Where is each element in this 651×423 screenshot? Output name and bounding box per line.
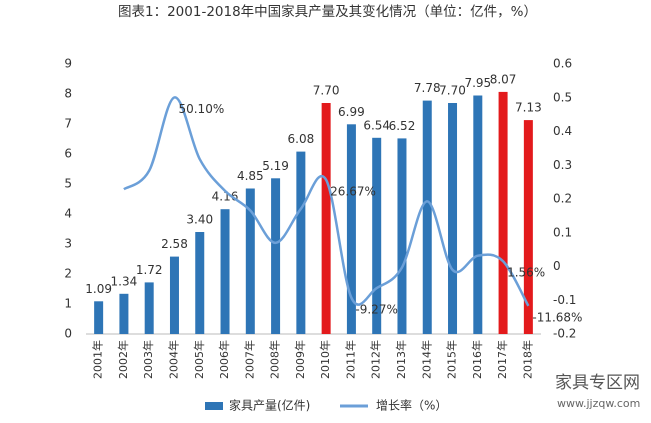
bar	[346, 124, 356, 334]
bar	[321, 103, 331, 334]
bar	[397, 138, 407, 334]
bar	[448, 103, 458, 334]
y2-tick-label: 0.1	[553, 225, 572, 239]
data-label: 1.56%	[507, 266, 545, 280]
x-tick-label: 2016年	[470, 340, 484, 379]
y2-tick-label: 0.3	[553, 158, 572, 172]
y-tick-label: 4	[64, 207, 72, 221]
x-tick-label: 2010年	[318, 340, 332, 379]
bar	[245, 188, 255, 334]
y-tick-label: 7	[64, 117, 72, 131]
bar	[422, 100, 432, 334]
x-tick-label: 2013年	[394, 340, 408, 379]
x-tick-label: 2001年	[91, 340, 105, 379]
data-label: 3.40	[186, 213, 213, 227]
data-label: 8.07	[490, 72, 517, 86]
data-label: 7.70	[313, 84, 340, 98]
data-label: 1.72	[136, 263, 163, 277]
x-tick-label: 2015年	[445, 340, 459, 379]
data-label: -11.68%	[532, 310, 582, 324]
x-tick-label: 2009年	[293, 340, 307, 379]
x-tick-label: 2018年	[520, 340, 534, 379]
y-tick-label: 3	[64, 237, 72, 251]
data-label: 5.19	[262, 159, 289, 173]
y2-tick-label: 0	[553, 259, 561, 273]
x-tick-label: 2003年	[141, 340, 155, 379]
data-label: 50.10%	[178, 102, 224, 116]
logo-text: 家具专区网	[555, 373, 640, 393]
y-tick-label: 8	[64, 87, 72, 101]
data-label: 7.70	[439, 84, 466, 98]
bar	[119, 293, 129, 334]
data-label: 7.78	[414, 81, 441, 95]
bar	[473, 95, 483, 334]
legend-label: 家具产量(亿件)	[229, 398, 310, 413]
y-tick-label: 5	[64, 177, 72, 191]
legend-label: 增长率（%）	[376, 398, 447, 413]
x-tick-label: 2008年	[268, 340, 282, 379]
data-label: 6.08	[288, 132, 315, 146]
data-label: 7.95	[464, 76, 491, 90]
y2-tick-label: -0.1	[553, 293, 576, 307]
x-tick-label: 2011年	[343, 340, 357, 379]
bar	[94, 301, 104, 334]
y-tick-label: 2	[64, 267, 72, 281]
data-label: 26.67%	[330, 184, 376, 198]
data-label: 6.52	[389, 119, 416, 133]
y2-tick-label: 0.5	[553, 90, 572, 104]
x-tick-label: 2017年	[495, 340, 509, 379]
data-label: 1.34	[111, 274, 138, 288]
x-tick-label: 2014年	[419, 340, 433, 379]
y2-tick-label: 0.2	[553, 192, 572, 206]
data-label: -9.27%	[355, 302, 397, 316]
x-tick-label: 2012年	[369, 340, 383, 379]
line	[123, 96, 530, 307]
bar	[296, 151, 306, 334]
y-tick-label: 0	[64, 327, 72, 341]
bar	[498, 91, 508, 335]
chart-title: 图表1：2001-2018年中国家具产量及其变化情况（单位：亿件，%）	[118, 4, 538, 20]
bar	[169, 256, 179, 334]
data-label: 4.16	[212, 190, 239, 204]
data-label: 7.13	[515, 101, 542, 115]
bar	[144, 282, 154, 334]
bar	[220, 209, 230, 334]
y2-tick-label: 0.4	[553, 124, 572, 138]
x-tick-label: 2004年	[166, 340, 180, 379]
x-tick-label: 2005年	[192, 340, 206, 379]
x-tick-label: 2002年	[116, 340, 130, 379]
logo-url: www.jjzqw.com	[557, 397, 640, 410]
bar	[372, 137, 382, 334]
bar	[195, 232, 205, 334]
x-tick-label: 2006年	[217, 340, 231, 379]
y2-tick-label: 0.6	[553, 57, 572, 71]
y2-tick-label: -0.2	[553, 327, 576, 341]
data-label: 1.09	[85, 282, 112, 296]
x-tick-label: 2007年	[242, 340, 256, 379]
data-label: 6.54	[363, 118, 390, 132]
y-tick-label: 6	[64, 147, 72, 161]
bar	[523, 120, 533, 334]
data-label: 6.99	[338, 105, 365, 119]
data-label: 4.85	[237, 169, 264, 183]
bar	[271, 178, 281, 334]
data-label: 2.58	[161, 237, 188, 251]
legend-swatch	[205, 402, 223, 410]
y-tick-label: 1	[64, 297, 72, 311]
y-tick-label: 9	[64, 57, 72, 71]
